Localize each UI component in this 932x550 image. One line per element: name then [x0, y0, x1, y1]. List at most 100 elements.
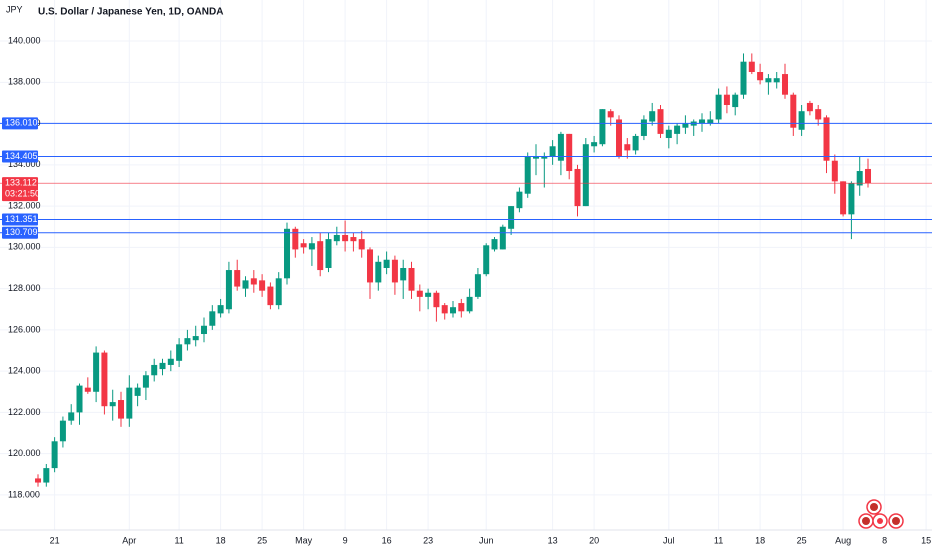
- y-tick-label: 128.000: [8, 283, 41, 293]
- candle-body: [773, 78, 780, 83]
- candle-body: [815, 109, 822, 120]
- level-badge: [2, 117, 38, 130]
- last-price-badge: [2, 177, 38, 202]
- x-tick-label: 25: [797, 535, 807, 545]
- candle-body: [466, 296, 473, 312]
- candle-body: [541, 156, 548, 159]
- x-tick-label: 18: [755, 535, 765, 545]
- candle-body: [308, 243, 315, 250]
- candle-body: [607, 111, 614, 118]
- y-tick-label: 130.000: [8, 242, 41, 252]
- x-tick-label: Aug: [835, 535, 851, 545]
- candle-body: [640, 119, 647, 136]
- candle-body: [400, 267, 407, 281]
- x-tick-label: 16: [382, 535, 392, 545]
- unit-label: JPY: [6, 4, 23, 14]
- candle-body: [250, 278, 257, 285]
- candle-body: [93, 352, 100, 392]
- chart-title: U.S. Dollar / Japanese Yen, 1D, OANDA: [38, 7, 223, 18]
- candle-body: [267, 286, 274, 306]
- candle-body: [831, 160, 838, 182]
- x-tick-label: 23: [423, 535, 433, 545]
- candle-body: [865, 168, 872, 184]
- candle-body: [682, 123, 689, 128]
- y-tick-label: 134.000: [8, 159, 41, 169]
- candle-body: [225, 270, 232, 310]
- candle-body: [616, 119, 623, 157]
- candle-body: [391, 259, 398, 283]
- candle-body: [134, 387, 141, 396]
- candle-body: [433, 292, 440, 308]
- level-label: 131.351: [5, 214, 38, 224]
- x-tick-label: 18: [216, 535, 226, 545]
- candle-body: [234, 270, 241, 287]
- candle-body: [151, 364, 158, 376]
- level-label: 136.010: [5, 118, 38, 128]
- candle-body: [84, 387, 91, 392]
- candle-body: [856, 171, 863, 186]
- candle-body: [350, 237, 357, 242]
- x-tick-label: 11: [714, 535, 723, 545]
- candle-body: [582, 144, 589, 207]
- x-tick-label: 8: [882, 535, 887, 545]
- level-badge: [2, 213, 38, 226]
- event-icons: [858, 499, 904, 529]
- y-tick-label: 124.000: [8, 366, 41, 376]
- candle-body: [59, 420, 66, 442]
- candle-body: [732, 94, 739, 108]
- level-badge: [2, 150, 38, 163]
- candle-body: [848, 183, 855, 215]
- plot: [0, 53, 932, 487]
- candle-body: [201, 325, 208, 335]
- candle-body: [674, 125, 681, 134]
- candle-body: [723, 94, 730, 106]
- candle-body: [217, 305, 224, 314]
- candle-body: [259, 280, 266, 291]
- candle-body: [657, 109, 664, 134]
- level-label: 130.709: [5, 227, 38, 237]
- y-tick-label: 122.000: [8, 407, 41, 417]
- candle-body: [367, 249, 374, 283]
- candle-body: [649, 111, 656, 122]
- candle-body: [192, 336, 199, 341]
- candle-body: [35, 478, 42, 483]
- candle-body: [109, 402, 116, 407]
- candle-body: [533, 156, 540, 159]
- candle-body: [408, 267, 415, 291]
- candle-body: [707, 119, 714, 124]
- candle-body: [167, 358, 174, 365]
- x-tick-label: Jun: [479, 535, 494, 545]
- x-tick-label: 25: [257, 535, 267, 545]
- candle-body: [840, 181, 847, 215]
- y-tick-label: 126.000: [8, 324, 41, 334]
- last-price-label: 133.112: [5, 178, 37, 188]
- y-tick-label: 138.000: [8, 77, 41, 87]
- candle-body: [416, 290, 423, 297]
- level-label: 134.405: [5, 151, 38, 161]
- candle-body: [450, 307, 457, 314]
- x-tick-label: 21: [50, 535, 60, 545]
- candle-body: [242, 280, 249, 289]
- candle-body: [798, 111, 805, 130]
- grid: [0, 0, 932, 530]
- axis: 118.000 120.000 122.000 124.000 126.000 128.0…: [0, 35, 932, 545]
- candle-body: [383, 259, 390, 268]
- candle-body: [765, 78, 772, 83]
- candle-body: [325, 239, 332, 268]
- candle-body: [624, 144, 631, 151]
- candle-body: [126, 387, 133, 419]
- candle-body: [516, 191, 523, 209]
- candle-body: [599, 109, 606, 145]
- candle-body: [483, 245, 490, 275]
- candle-body: [284, 228, 291, 279]
- level-badge: [2, 226, 38, 239]
- candle-body: [740, 61, 747, 95]
- candle-body: [159, 362, 166, 370]
- last-price-countdown: 03:21:50: [5, 189, 40, 199]
- candle-body: [441, 305, 448, 314]
- x-tick-label: 13: [548, 535, 558, 545]
- candle-body: [375, 261, 382, 283]
- candle-body: [209, 311, 216, 326]
- candle-body: [333, 234, 340, 242]
